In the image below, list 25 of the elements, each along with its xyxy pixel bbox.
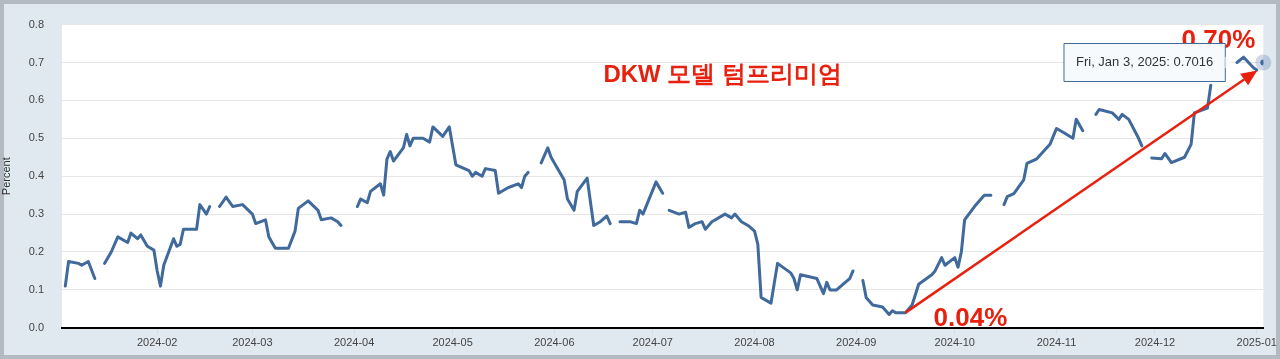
x-tick-label: 2024-11 [1036,336,1077,349]
x-tick-label: 2025-01 [1236,336,1277,349]
y-tick-label: 0.8 [28,17,44,30]
x-tick-label: 2024-10 [934,336,975,349]
y-tick-label: 0.1 [28,282,44,295]
annotation: 0.04% [933,301,1008,332]
y-tick-label: 0.5 [28,131,44,144]
y-tick-label: 0.0 [28,320,44,333]
x-tick-label: 2024-02 [137,336,178,349]
y-tick-label: 0.3 [28,207,44,220]
y-tick-label: 0.2 [28,245,44,258]
x-tick-label: 2024-09 [836,336,877,349]
text: DKW 모델 텀프리미엄 [603,59,843,87]
annotation: Fri, Jan 3, 2025: 0.7016 [1075,54,1214,70]
x-tick-label: 2024-04 [333,336,375,349]
y-tick-label: 0.7 [28,55,44,68]
y-axis-title: Percent [0,157,12,196]
x-tick-label: 2024-06 [534,336,575,349]
y-tick-label: 0.4 [28,169,44,182]
x-tick-label: 2024-05 [432,336,473,349]
x-tick-label: 2024-12 [1134,336,1176,349]
y-tick-label: 0.6 [28,93,44,106]
x-tick-label: 2024-07 [632,336,673,349]
x-tick-label: 2024-08 [734,336,775,349]
x-tick-label: 2024-03 [232,336,273,349]
